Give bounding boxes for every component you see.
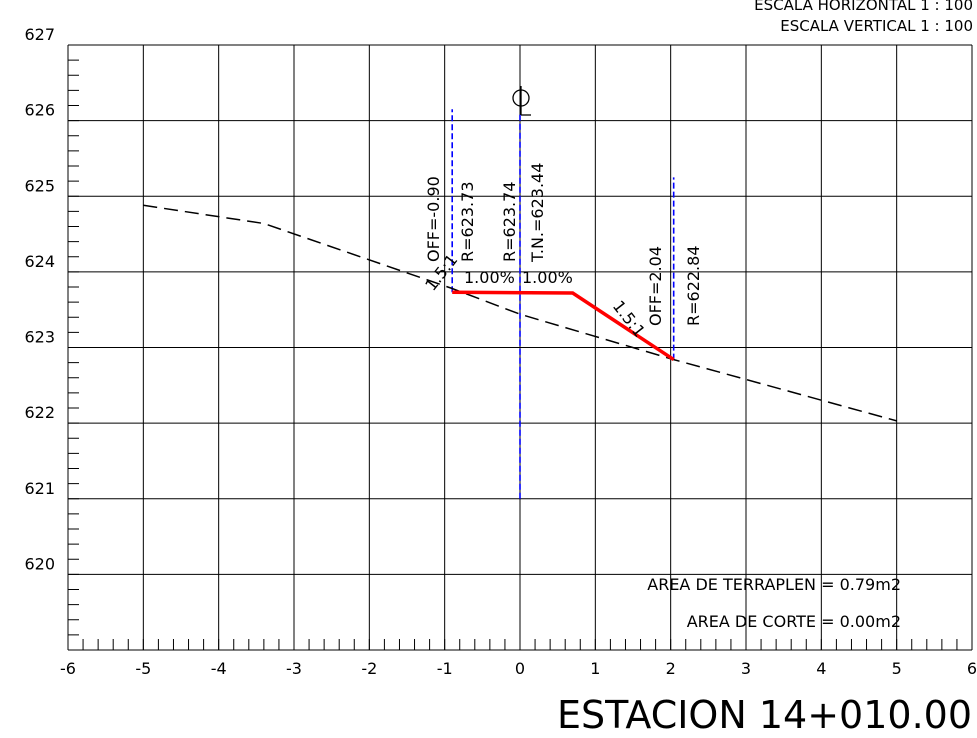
vertical-scale-note: ESCALA VERTICAL 1 : 100 bbox=[780, 17, 973, 35]
y-tick-label: 627 bbox=[24, 25, 55, 44]
x-tick-label: -2 bbox=[361, 659, 377, 678]
profile-series bbox=[143, 204, 897, 422]
x-tick-label: -5 bbox=[135, 659, 151, 678]
minor-ticks bbox=[67, 44, 973, 651]
x-tick-label: 1 bbox=[590, 659, 600, 678]
y-tick-label: 620 bbox=[24, 554, 55, 573]
y-tick-label: 621 bbox=[24, 479, 55, 498]
right-crossfall-label: 1.00% bbox=[522, 268, 573, 287]
x-tick-label: 2 bbox=[666, 659, 676, 678]
x-tick-label: 3 bbox=[741, 659, 751, 678]
x-tick-label: 6 bbox=[967, 659, 977, 678]
x-tick-label: -6 bbox=[60, 659, 76, 678]
x-tick-label: -3 bbox=[286, 659, 302, 678]
y-tick-label: 624 bbox=[24, 252, 55, 271]
left-crossfall-label: 1.00% bbox=[464, 268, 515, 287]
fill-area-label: AREA DE TERRAPLEN = 0.79m2 bbox=[647, 575, 901, 594]
centerline-symbol bbox=[512, 86, 531, 116]
right-offset-label: OFF=2.04 bbox=[646, 246, 665, 326]
vertical-reference-lines bbox=[451, 109, 675, 499]
station-label: ESTACION 14+010.00 bbox=[557, 693, 972, 737]
x-tick-label: 0 bbox=[515, 659, 525, 678]
y-tick-label: 626 bbox=[24, 101, 55, 120]
existing-ground-line bbox=[143, 204, 897, 422]
x-tick-label: -4 bbox=[211, 659, 227, 678]
cut-area-label: AREA DE CORTE = 0.00m2 bbox=[687, 612, 901, 631]
x-tick-label: 4 bbox=[816, 659, 826, 678]
y-tick-label: 625 bbox=[24, 176, 55, 195]
ground-elevation-label: T.N.=623.44 bbox=[528, 163, 547, 263]
y-tick-label: 623 bbox=[24, 328, 55, 347]
horizontal-scale-note: ESCALA HORIZONTAL 1 : 100 bbox=[754, 0, 973, 14]
proposed-section-line bbox=[452, 290, 675, 362]
x-axis-tick-labels: -6 -5 -4 -3 -2 -1 0 1 2 3 4 5 6 bbox=[60, 659, 977, 678]
center-elevation-label: R=623.74 bbox=[500, 181, 519, 262]
y-tick-label: 622 bbox=[24, 403, 55, 422]
left-offset-label: OFF=-0.90 bbox=[424, 176, 443, 262]
x-tick-label: -1 bbox=[437, 659, 453, 678]
right-elevation-label: R=622.84 bbox=[684, 245, 703, 326]
x-tick-label: 5 bbox=[892, 659, 902, 678]
left-elevation-label: R=623.73 bbox=[458, 181, 477, 262]
y-axis-tick-labels: 620 621 622 623 624 625 626 627 bbox=[24, 25, 55, 573]
